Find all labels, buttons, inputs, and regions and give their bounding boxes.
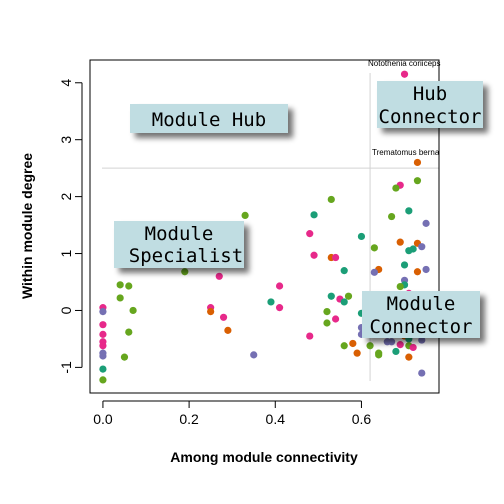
region-box-module-hub: Module Hub (130, 104, 288, 133)
data-point (400, 261, 409, 269)
data-point (224, 326, 232, 334)
data-point (181, 268, 189, 276)
y-axis: -1 0 1 2 3 4 (58, 79, 83, 374)
data-point (99, 376, 107, 384)
data-point (388, 338, 396, 346)
data-point (331, 315, 340, 323)
data-point (375, 351, 383, 359)
y-tick-label: -1 (58, 361, 74, 374)
data-point (340, 298, 348, 306)
data-point (396, 282, 404, 291)
data-point (413, 158, 422, 167)
x-tick-label: 0.6 (352, 411, 372, 427)
data-point (388, 212, 396, 221)
data-point (418, 243, 426, 251)
data-point (207, 308, 215, 316)
region-box-hub-connector: Hub Connector (377, 81, 483, 128)
data-point (392, 347, 400, 356)
data-point (99, 308, 107, 316)
data-point (125, 282, 133, 290)
x-tick-label: 0.4 (266, 411, 286, 427)
data-point (120, 353, 129, 361)
x-tick-label: 0.2 (179, 411, 199, 427)
data-point (392, 184, 400, 192)
data-point (422, 265, 430, 274)
region-label-module-connector-line2: Connector (370, 316, 473, 338)
data-point (306, 332, 314, 340)
data-point (396, 238, 404, 246)
data-point (306, 230, 314, 238)
data-point (219, 313, 228, 321)
data-point (275, 282, 284, 290)
data-point (344, 292, 353, 300)
region-label-module-connector-line1: Module (387, 293, 456, 315)
region-label-module-specialist-line1: Module (145, 223, 214, 245)
region-label-hub-connector-line2: Connector (379, 106, 482, 128)
y-tick-label: 3 (58, 136, 74, 144)
data-point (353, 349, 361, 357)
data-point (405, 247, 413, 255)
data-point (409, 343, 417, 352)
y-tick-label: 2 (58, 193, 74, 201)
data-point (422, 219, 430, 227)
data-point (349, 339, 357, 348)
y-tick-label: 4 (58, 79, 74, 87)
data-point (340, 342, 348, 350)
data-point (405, 207, 413, 215)
region-label-module-specialist-line2: Specialist (129, 245, 243, 267)
data-point (366, 342, 374, 350)
data-point (405, 353, 413, 361)
annotation-trematomus: Trematomus berna (372, 148, 440, 157)
data-point (396, 341, 404, 349)
data-point (357, 232, 366, 241)
y-tick-label: 0 (58, 306, 74, 314)
data-point (323, 308, 331, 316)
data-point (241, 211, 249, 219)
data-point (99, 321, 107, 329)
data-point (267, 298, 275, 306)
data-point (327, 292, 335, 300)
data-point (99, 330, 107, 338)
data-point (116, 294, 124, 302)
region-label-hub-connector-line1: Hub (413, 83, 447, 105)
data-point (331, 253, 340, 262)
data-point (125, 328, 133, 336)
data-point (99, 342, 107, 350)
region-box-module-specialist: Module Specialist (114, 221, 244, 268)
data-point (323, 319, 331, 327)
region-box-module-connector: Module Connector (362, 291, 480, 338)
region-label-module-hub: Module Hub (152, 109, 266, 131)
data-point (370, 268, 378, 276)
data-point (413, 177, 422, 185)
x-axis-title: Among module connectivity (170, 449, 358, 465)
data-point (418, 369, 426, 377)
x-tick-label: 0.0 (93, 411, 113, 427)
data-point (418, 336, 426, 344)
data-point (310, 251, 318, 259)
y-axis-title: Within module degree (19, 153, 35, 299)
data-point (250, 351, 258, 359)
data-point (310, 211, 318, 219)
data-point (99, 365, 107, 373)
data-point (99, 352, 107, 360)
data-point (413, 268, 422, 276)
data-point (275, 304, 284, 312)
data-point (327, 195, 335, 204)
x-axis: 0.0 0.2 0.4 0.6 (93, 400, 372, 427)
data-point (340, 267, 348, 275)
data-point (116, 281, 124, 289)
y-tick-label: 1 (58, 249, 74, 257)
data-point (215, 272, 223, 280)
data-point (129, 306, 137, 315)
annotation-notothenia: Notothenia coriiceps (368, 59, 440, 68)
data-points (99, 70, 430, 384)
data-point (400, 70, 409, 78)
data-point (370, 244, 378, 252)
plot-frame (89, 59, 440, 394)
